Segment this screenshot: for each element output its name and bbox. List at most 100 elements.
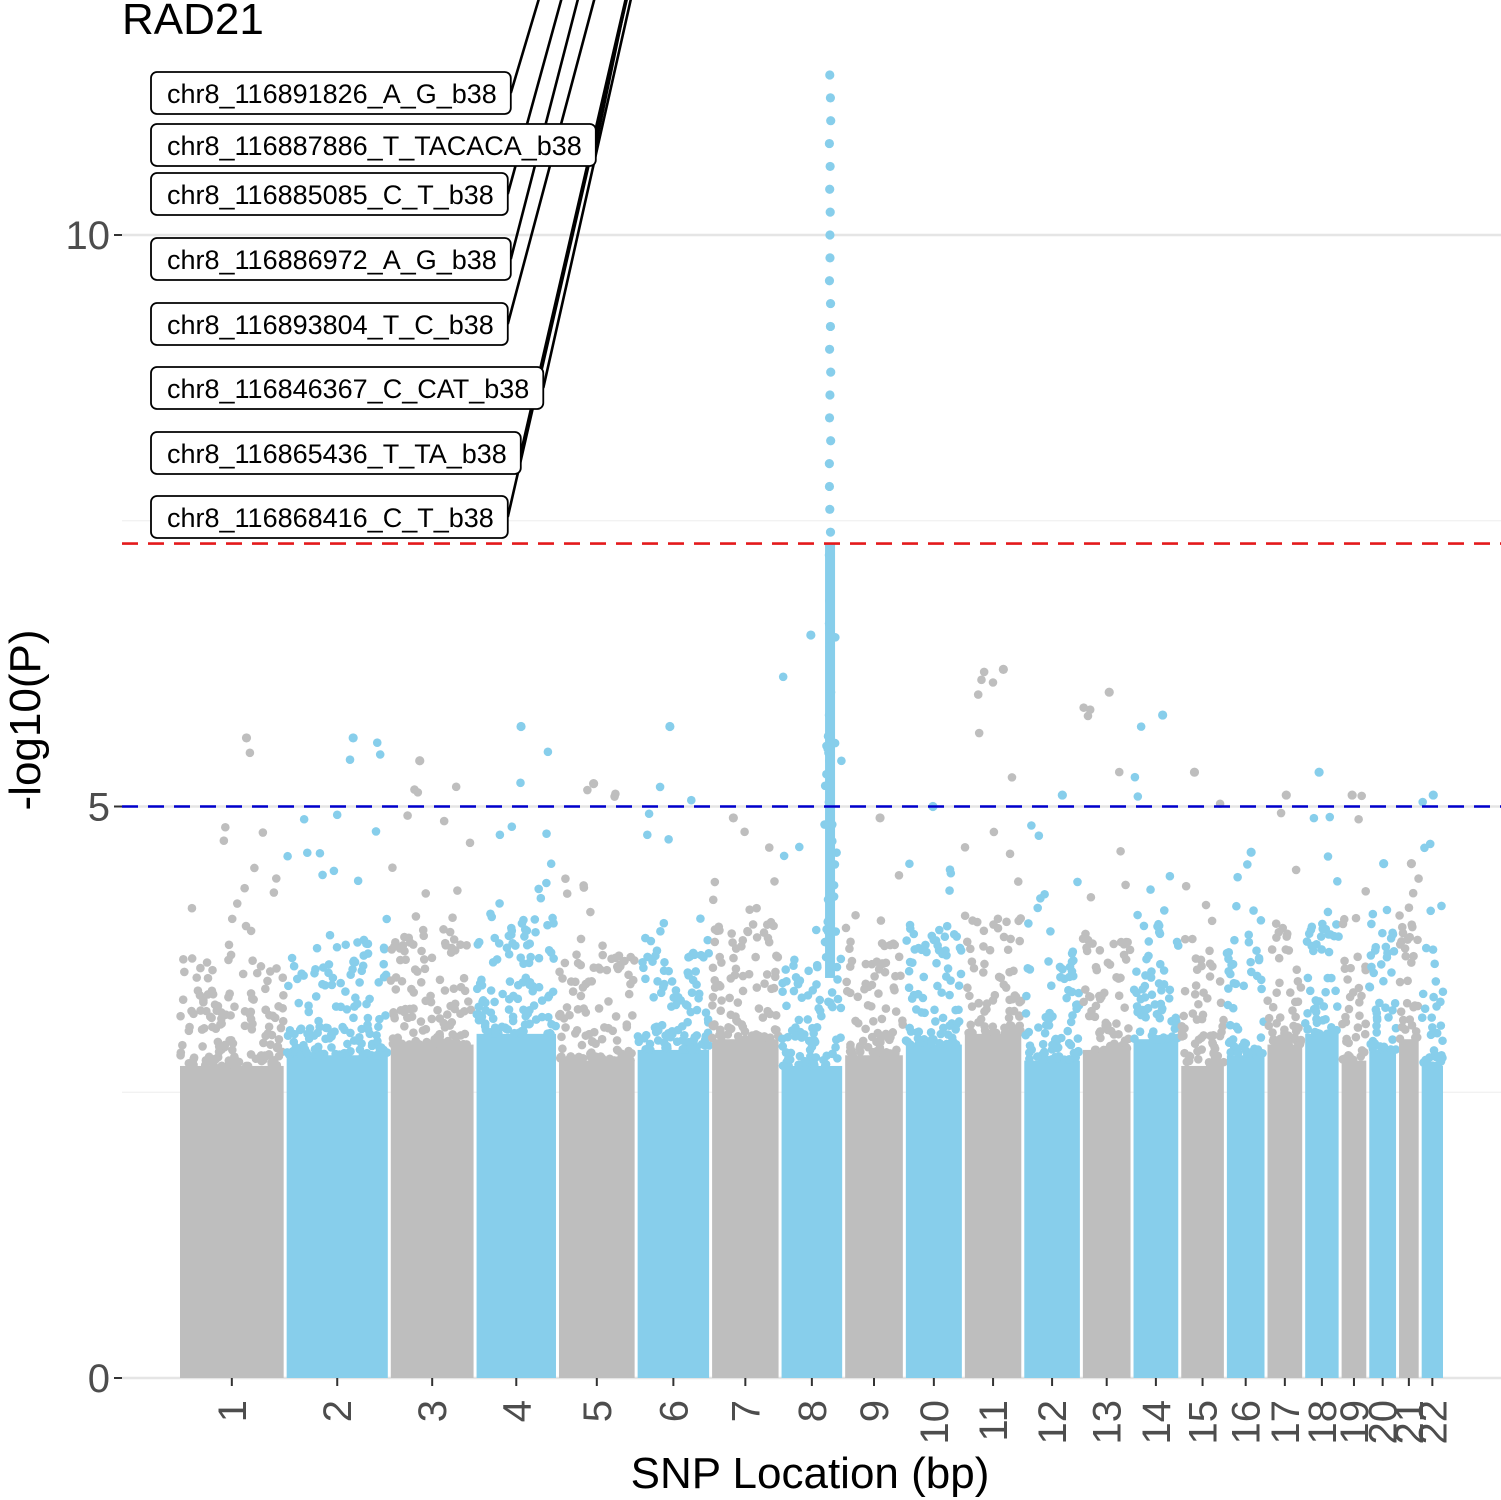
annotation-box <box>150 302 509 346</box>
snp-point <box>748 920 758 929</box>
snp-point <box>184 1058 194 1068</box>
snp-point <box>955 943 965 953</box>
snp-point <box>613 1046 623 1055</box>
snp-point <box>579 883 589 892</box>
snp-point <box>943 964 953 973</box>
snp-point <box>789 986 799 996</box>
snp-point <box>508 938 517 948</box>
snp-point <box>1436 1021 1446 1030</box>
snp-point <box>1103 958 1113 968</box>
snp-point <box>498 989 507 999</box>
snp-point <box>1191 981 1201 990</box>
snp-point <box>1144 951 1153 961</box>
snp-point <box>931 936 941 945</box>
snp-point <box>1356 1052 1366 1061</box>
snp-point <box>728 938 737 947</box>
snp-point <box>863 1000 873 1010</box>
snp-point <box>1114 767 1124 777</box>
top-snp-point <box>806 630 816 640</box>
snp-point <box>1193 1055 1203 1064</box>
snp-point <box>809 1029 818 1038</box>
snp-point <box>1007 773 1017 782</box>
snp-point <box>1063 1026 1073 1036</box>
peak-snp-point <box>825 253 835 263</box>
snp-point <box>743 927 753 937</box>
snp-point <box>869 1017 878 1026</box>
snp-point <box>989 827 999 837</box>
snp-point <box>1398 928 1408 938</box>
peak-snp-point <box>824 710 834 720</box>
x-tick-label: 1 <box>211 1400 255 1422</box>
snp-point <box>209 1061 219 1070</box>
snp-point <box>1125 945 1135 955</box>
snp-point <box>686 1007 696 1017</box>
annotation-text: chr8_116887886_T_TACACA_b38 <box>167 131 582 161</box>
snp-point <box>771 967 780 977</box>
snp-point <box>1246 957 1255 967</box>
snp-point <box>842 977 851 987</box>
snp-point <box>1233 1048 1243 1058</box>
snp-point <box>1044 1021 1054 1030</box>
snp-point <box>872 957 882 966</box>
peak-snp-point <box>825 664 835 674</box>
snp-point <box>1224 984 1233 993</box>
snp-point <box>1342 1034 1351 1044</box>
snp-point <box>278 1016 288 1026</box>
snp-point <box>276 1023 286 1033</box>
snp-point <box>1027 821 1036 830</box>
snp-point <box>1338 919 1348 929</box>
snp-point <box>1291 865 1301 875</box>
snp-point <box>1024 1027 1034 1037</box>
snp-point <box>1357 791 1366 801</box>
snp-point <box>1263 996 1272 1005</box>
snp-point <box>589 963 599 973</box>
snp-point <box>562 889 572 898</box>
annotation-leader-line <box>594 0 628 146</box>
snp-point <box>1420 1004 1430 1013</box>
snp-point <box>1432 1028 1442 1038</box>
snp-point <box>766 917 776 927</box>
snp-point <box>504 1005 514 1014</box>
peak-snp-point <box>824 797 834 807</box>
snp-point <box>325 930 335 940</box>
snp-point <box>811 1053 821 1062</box>
snp-point <box>311 965 320 974</box>
snp-point <box>1116 846 1125 856</box>
annotation-box <box>150 123 597 167</box>
snp-point <box>258 828 268 837</box>
snp-point <box>562 1003 572 1012</box>
snp-point <box>1050 1035 1060 1045</box>
snp-point <box>246 926 256 936</box>
snp-point <box>349 1013 358 1023</box>
snp-point <box>187 954 197 963</box>
snp-point <box>979 968 988 977</box>
snp-point <box>513 980 523 990</box>
snp-point <box>1395 977 1405 987</box>
top-snp-point <box>1406 859 1416 869</box>
top-snp-point <box>415 756 425 766</box>
snp-point <box>1408 888 1418 898</box>
snp-point <box>1376 960 1386 969</box>
snp-point <box>561 874 570 883</box>
snp-point <box>192 973 202 982</box>
snp-point <box>250 863 259 873</box>
snp-point <box>641 933 650 943</box>
snp-point <box>1418 797 1427 807</box>
snp-point <box>456 1009 465 1018</box>
snp-point <box>477 975 486 985</box>
snp-point <box>379 944 389 954</box>
snp-point <box>904 966 914 976</box>
snp-point <box>1067 987 1077 997</box>
snp-point <box>926 1028 936 1037</box>
peak-snp-point <box>825 230 835 240</box>
snp-point <box>678 1022 687 1031</box>
snp-point <box>410 785 419 794</box>
snp-point <box>226 1036 236 1045</box>
snp-point <box>495 830 505 840</box>
snp-point <box>778 987 787 996</box>
snp-point <box>803 1015 813 1024</box>
snp-point <box>363 1013 373 1023</box>
peak-snp-point <box>826 367 836 377</box>
annotation-box <box>150 237 512 281</box>
snp-point <box>1122 1044 1132 1053</box>
